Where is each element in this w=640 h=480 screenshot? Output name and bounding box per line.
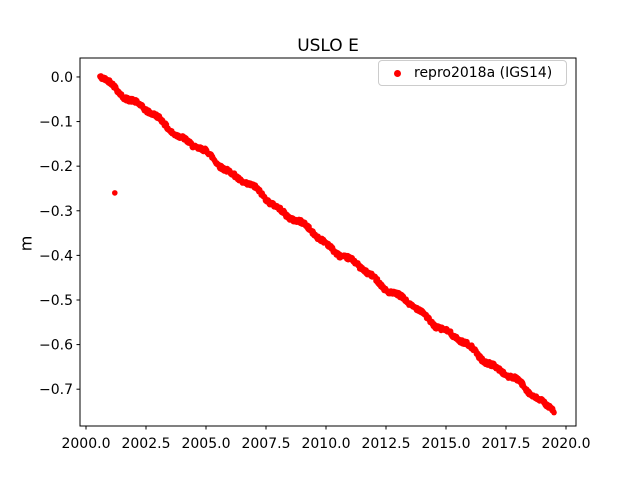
- y-tick-label: −0.3: [39, 204, 73, 220]
- x-tick-label: 2012.5: [361, 436, 410, 452]
- x-tick-label: 2017.5: [481, 436, 530, 452]
- series-repro2018a: [97, 73, 557, 416]
- y-tick-label: −0.6: [39, 338, 73, 354]
- x-tick-label: 2015.0: [421, 436, 470, 452]
- y-tick-label: −0.7: [39, 382, 73, 398]
- y-tick-label: −0.2: [39, 159, 73, 175]
- x-tick-label: 2007.5: [241, 436, 290, 452]
- x-tick-label: 2000.0: [61, 436, 110, 452]
- y-tick-label: −0.1: [39, 115, 73, 131]
- legend-marker-dot-icon: [394, 69, 401, 77]
- legend: repro2018a (IGS14): [378, 60, 567, 86]
- y-tick-label: −0.4: [39, 248, 73, 264]
- data-point: [551, 409, 557, 416]
- y-axis-label: m: [16, 235, 36, 252]
- outlier-point: [112, 190, 118, 196]
- legend-label: repro2018a (IGS14): [414, 65, 553, 81]
- plot-title: USLO E: [297, 36, 359, 56]
- x-tick-label: 2010.0: [301, 436, 350, 452]
- x-tick-label: 2020.0: [541, 436, 590, 452]
- y-tick-label: 0.0: [51, 70, 73, 86]
- x-tick-label: 2002.5: [121, 436, 170, 452]
- x-tick-label: 2005.0: [181, 436, 230, 452]
- y-tick-label: −0.5: [39, 293, 73, 309]
- axes-frame: [79, 57, 577, 427]
